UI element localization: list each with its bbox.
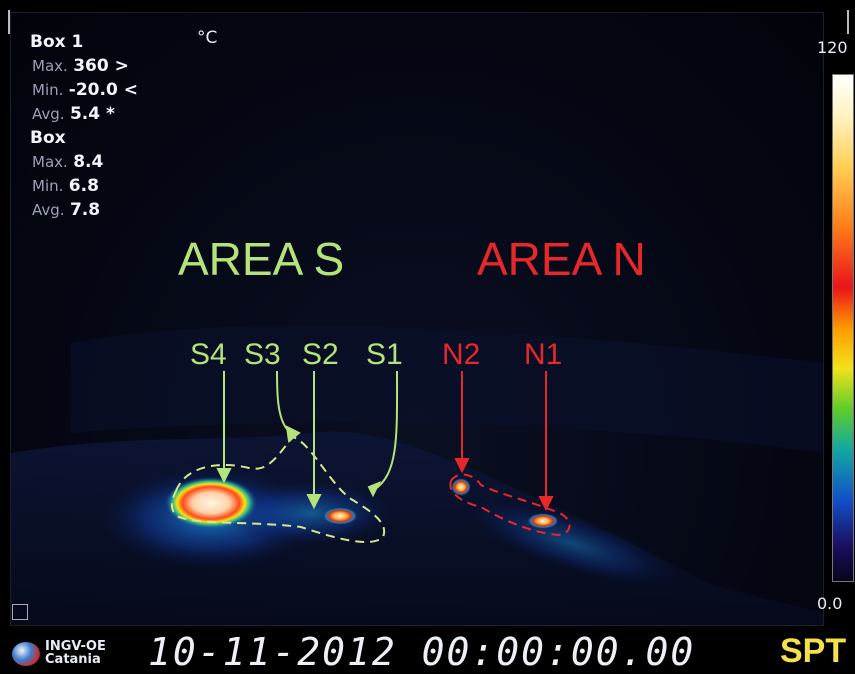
arrowhead-s2	[306, 494, 322, 510]
south-glow-2	[221, 478, 401, 548]
box-min-label: Min.	[32, 177, 64, 195]
hotspot-n1	[527, 513, 559, 529]
box1-max-value: 360 >	[73, 56, 129, 76]
hotspot-s4	[165, 477, 257, 529]
north-arrows	[454, 371, 554, 512]
hotspot-n2	[451, 478, 471, 496]
thermal-image	[10, 12, 824, 626]
box1-avg-label: Avg.	[32, 105, 65, 123]
arrowhead-n1	[538, 496, 554, 512]
point-label-s2: S2	[302, 338, 339, 371]
arrow-s1	[374, 370, 399, 490]
box-avg-label: Avg.	[32, 201, 65, 219]
footer-bar	[0, 628, 855, 670]
box1-max-label: Max.	[32, 57, 68, 75]
area-n-label: AREA N	[477, 233, 646, 285]
box-header: Box	[30, 128, 66, 148]
mode-label: SPT	[780, 632, 847, 670]
hotspot-s2	[322, 507, 358, 525]
box-min-value: 6.8	[68, 176, 99, 196]
box-max-value: 8.4	[73, 152, 104, 172]
colorbar-max-label: 120	[817, 38, 848, 57]
box1-min-label: Min.	[32, 81, 64, 99]
arrowhead-s4	[216, 468, 232, 484]
area-n-outline	[449, 473, 571, 537]
north-glow	[456, 496, 686, 590]
mountain-slope	[71, 325, 823, 453]
corner-mark-left	[8, 10, 16, 34]
box-avg-value: 7.8	[69, 200, 101, 220]
corner-square	[12, 604, 28, 620]
logo-line2: Catania	[45, 652, 101, 667]
temperature-unit: °C	[197, 28, 218, 48]
arrowhead-s3	[285, 425, 301, 443]
colorbar	[832, 74, 854, 582]
point-label-n1: N1	[524, 338, 563, 371]
corner-mark-right	[841, 10, 849, 34]
logo-line1: INGV-OE	[45, 639, 106, 654]
timestamp: 10-11-2012 00:00:00.00	[148, 630, 696, 674]
box1-header: Box 1	[30, 32, 84, 52]
ingv-logo-icon	[12, 642, 40, 666]
point-label-s1: S1	[366, 338, 403, 371]
point-label-s3: S3	[244, 338, 281, 371]
area-s-label: AREA S	[178, 233, 345, 285]
thermal-scene	[11, 325, 823, 625]
box1-readout: Box 1 Max. 360 > Min. -20.0 < Avg. 5.4 *…	[30, 30, 138, 222]
point-label-n2: N2	[442, 338, 481, 371]
logo-text: INGV-OE Catania	[45, 640, 106, 666]
box1-avg-value: 5.4 *	[69, 104, 115, 124]
arrowhead-s1	[367, 481, 382, 498]
area-s-outline	[170, 435, 386, 544]
south-arrows	[216, 370, 399, 510]
point-label-s4: S4	[190, 338, 227, 371]
box-max-label: Max.	[32, 153, 68, 171]
box1-min-value: -20.0 <	[68, 80, 138, 100]
colorbar-min-label: 0.0	[817, 594, 843, 613]
arrowhead-n2	[454, 458, 470, 474]
